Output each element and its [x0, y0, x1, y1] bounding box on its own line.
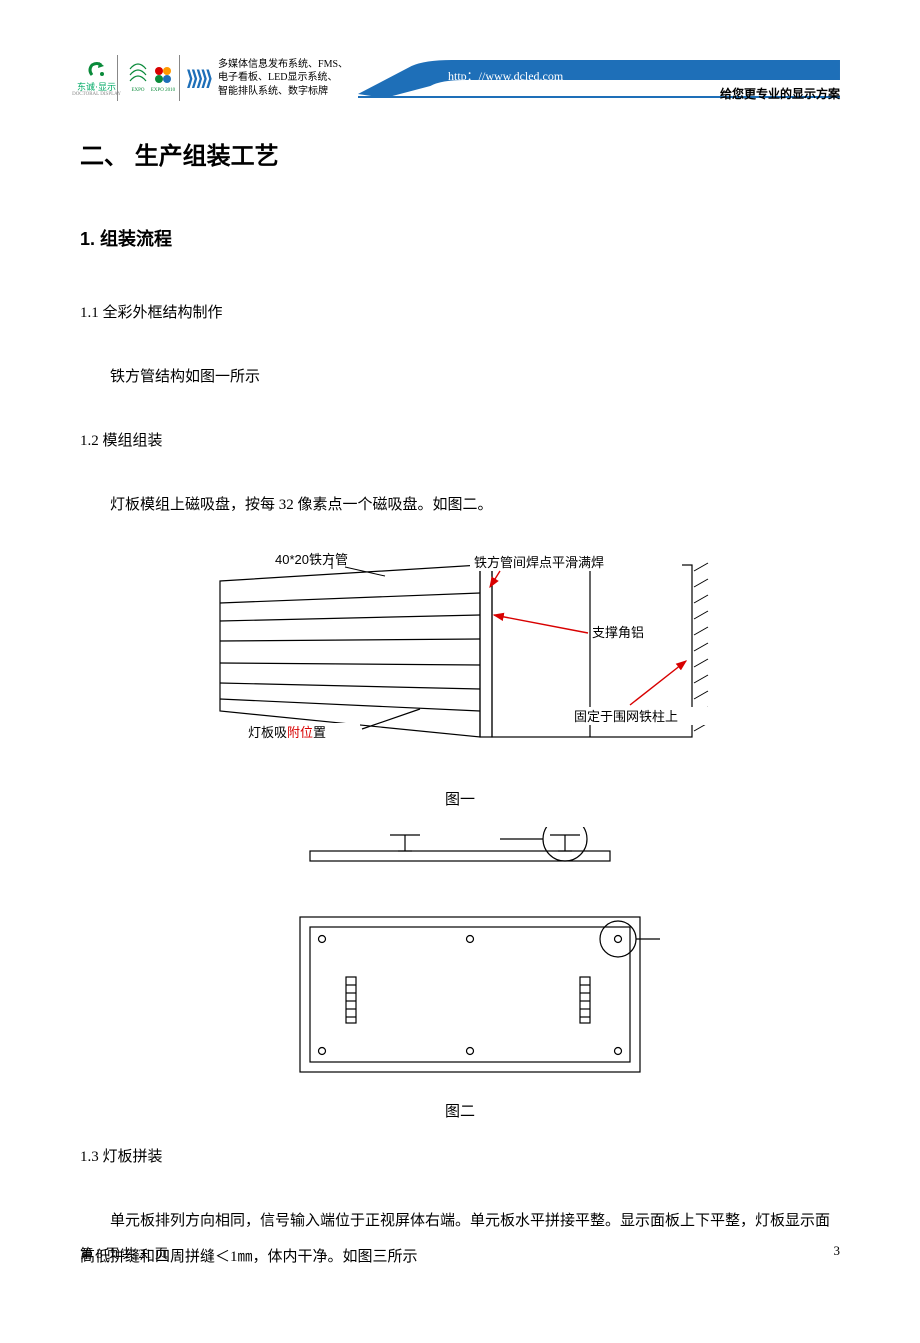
brand-name-en: DOCTORAL DISPLAY — [72, 92, 121, 97]
fig1-label-fix: 固定于围网铁柱上 — [574, 709, 678, 724]
figure-1: 40*20铁方管 铁方管间焊点平滑满焊 支撑角铝 固定于围网铁柱上 灯板吸附位置 — [80, 551, 840, 776]
figure-1-caption: 图一 — [80, 788, 840, 809]
banner-line1: 多媒体信息发布系统、FMS、 — [218, 58, 348, 72]
para-1-3: 1.3 灯板拼装 — [80, 1139, 840, 1175]
fig1-label-suction: 灯板吸附位置 — [248, 725, 326, 740]
logo-arrow-icon — [86, 59, 108, 81]
banner-line2: 电子看板、LED显示系统、 — [218, 71, 348, 85]
page-footer: 第 3 页 共 21 页 3 — [80, 1243, 840, 1262]
para-1-1-body: 铁方管结构如图一所示 — [80, 359, 840, 395]
para-1-2-body: 灯板模组上磁吸盘，按每 32 像素点一个磁吸盘。如图二。 — [80, 487, 840, 523]
chevrons-icon: ⟩⟩⟩⟩⟩ — [186, 66, 210, 91]
logo-block: 东诚·显示 DOCTORAL DISPLAY EXPO EXPO 2010 ⟩⟩… — [80, 55, 218, 101]
para-1-3-body: 单元板排列方向相同，信号输入端位于正视屏体右端。单元板水平拼接平整。显示面板上下… — [80, 1203, 840, 1275]
para-1-1: 1.1 全彩外框结构制作 — [80, 295, 840, 331]
brand-name-cn: 东诚·显示 — [77, 83, 116, 93]
figure-2-caption: 图二 — [80, 1100, 840, 1121]
chapter-title: 二、 生产组装工艺 — [80, 136, 840, 171]
figure-2 — [80, 827, 840, 1088]
tagline: 给您更专业的显示方案 — [720, 85, 840, 102]
footer-right: 3 — [834, 1243, 841, 1262]
footer-left: 第 3 页 共 21 页 — [80, 1243, 168, 1262]
banner-line3: 智能排队系统、数字标牌 — [218, 85, 348, 99]
figure-1-svg: 40*20铁方管 铁方管间焊点平滑满焊 支撑角铝 固定于围网铁柱上 灯板吸附位置 — [180, 551, 740, 771]
banner-services: 多媒体信息发布系统、FMS、 电子看板、LED显示系统、 智能排队系统、数字标牌 — [218, 58, 348, 99]
banner-ribbon: http：//www.dcled.com 给您更专业的显示方案 — [358, 58, 840, 98]
svg-text:EXPO 2010: EXPO 2010 — [151, 88, 175, 93]
page-header: 东诚·显示 DOCTORAL DISPLAY EXPO EXPO 2010 ⟩⟩… — [80, 50, 840, 106]
fig1-label-tube: 40*20铁方管 — [275, 552, 348, 567]
expo-icon: EXPO — [126, 61, 150, 95]
fig1-label-weld: 铁方管间焊点平滑满焊 — [474, 555, 604, 570]
fig1-label-angle: 支撑角铝 — [592, 625, 644, 640]
figure-2-svg — [250, 827, 670, 1083]
expo-badges: EXPO EXPO 2010 — [122, 55, 180, 101]
expo-icon-2: EXPO 2010 — [151, 61, 175, 95]
para-1-2: 1.2 模组组装 — [80, 423, 840, 459]
svg-text:EXPO: EXPO — [132, 88, 145, 93]
website-url: http：//www.dcled.com — [448, 67, 563, 84]
brand-logo: 东诚·显示 DOCTORAL DISPLAY — [80, 55, 118, 101]
section-1-title: 1. 组装流程 — [80, 225, 840, 251]
